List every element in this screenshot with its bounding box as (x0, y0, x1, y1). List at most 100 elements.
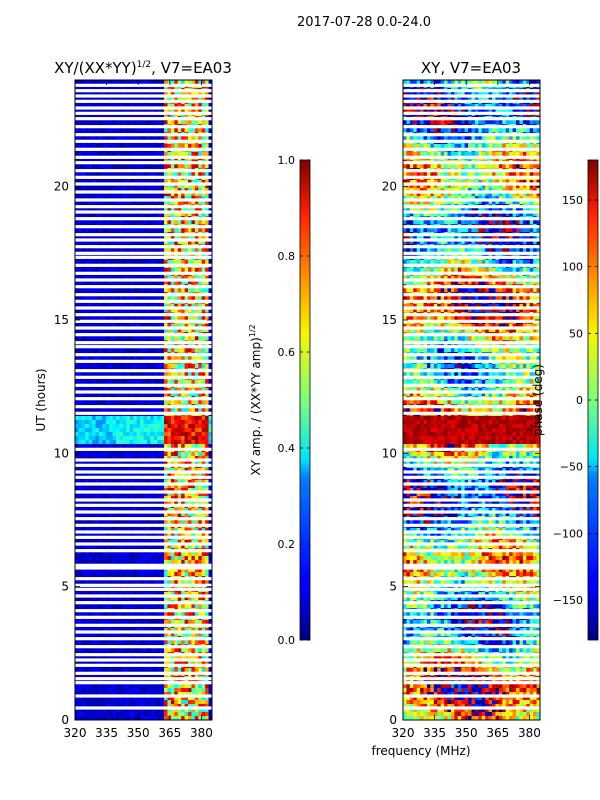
heatmap-cell (105, 436, 110, 441)
heatmap-cell (164, 432, 168, 437)
heatmap-cell (116, 456, 120, 461)
heatmap-cell (112, 528, 117, 533)
heatmap-cell (98, 356, 103, 361)
heatmap-cell (95, 308, 100, 313)
heatmap-cell (194, 480, 199, 485)
heatmap-cell (143, 364, 148, 369)
heatmap-cell (153, 428, 158, 433)
heatmap-cell (140, 304, 144, 309)
heatmap-cell (112, 452, 117, 457)
heatmap-cell (201, 556, 206, 561)
heatmap-cell (174, 324, 179, 329)
heatmap-cell (119, 108, 124, 113)
heatmap-cell (150, 164, 155, 169)
heatmap-cell (184, 436, 189, 441)
heatmap-cell (140, 432, 144, 437)
heatmap-cell (126, 488, 131, 493)
heatmap-cell (184, 268, 189, 273)
heatmap-cell (205, 468, 209, 473)
heatmap-cell (95, 552, 100, 557)
heatmap-cell (116, 532, 120, 537)
heatmap-cell (146, 192, 151, 197)
heatmap-cell (88, 276, 93, 281)
heatmap-cell (78, 400, 83, 405)
heatmap-cell (194, 544, 199, 549)
heatmap-cell (102, 508, 107, 513)
heatmap-cell (140, 108, 144, 113)
heatmap-cell (102, 380, 107, 385)
heatmap-cell (181, 544, 185, 549)
heatmap-cell (191, 316, 196, 321)
heatmap-cell (75, 520, 79, 525)
heatmap-cell (78, 568, 83, 573)
heatmap-cell (174, 192, 179, 197)
heatmap-cell (188, 348, 192, 353)
heatmap-cell (184, 460, 189, 465)
heatmap-cell (181, 212, 185, 217)
heatmap-cell (78, 348, 83, 353)
heatmap-cell (146, 544, 151, 549)
heatmap-cell (105, 472, 110, 477)
heatmap-cell (75, 336, 79, 341)
heatmap-cell (150, 280, 155, 285)
heatmap-cell (119, 208, 124, 213)
heatmap-cell (102, 212, 107, 217)
heatmap-cell (136, 500, 141, 505)
heatmap-cell (98, 380, 103, 385)
heatmap-cell (88, 212, 93, 217)
heatmap-cell (143, 388, 148, 393)
heatmap-cell (160, 484, 165, 489)
heatmap-cell (122, 92, 127, 97)
heatmap-cell (133, 128, 138, 133)
heatmap-cell (170, 380, 175, 385)
heatmap-cell (160, 500, 165, 505)
heatmap-cell (194, 416, 199, 421)
heatmap-cell (146, 208, 151, 213)
heatmap-cell (208, 172, 212, 177)
heatmap-cell (102, 248, 107, 253)
heatmap-cell (112, 388, 117, 393)
heatmap-cell (133, 420, 138, 425)
heatmap-cell (85, 556, 90, 561)
heatmap-cell (184, 276, 189, 281)
heatmap-cell (191, 164, 196, 169)
heatmap-cell (174, 500, 179, 505)
heatmap-cell (150, 528, 155, 533)
heatmap-cell (126, 92, 131, 97)
heatmap-cell (92, 560, 96, 565)
heatmap-cell (150, 444, 155, 449)
heatmap-cell (198, 484, 203, 489)
heatmap-cell (157, 468, 162, 473)
heatmap-cell (160, 184, 165, 189)
heatmap-cell (205, 508, 209, 513)
heatmap-cell (191, 364, 196, 369)
heatmap-cell (119, 164, 124, 169)
heatmap-cell (201, 528, 206, 533)
heatmap-cell (174, 228, 179, 233)
heatmap-cell (75, 488, 79, 493)
heatmap-cell (184, 556, 189, 561)
heatmap-cell (164, 512, 168, 517)
heatmap-cell (184, 372, 189, 377)
heatmap-cell (201, 104, 206, 109)
heatmap-cell (170, 208, 175, 213)
heatmap-cell (112, 492, 117, 497)
heatmap-cell (146, 288, 151, 293)
heatmap-cell (205, 268, 209, 273)
heatmap-cell (181, 80, 185, 85)
heatmap-cell (140, 336, 144, 341)
heatmap-cell (208, 408, 212, 413)
heatmap-cell (95, 480, 100, 485)
heatmap-cell (146, 488, 151, 493)
heatmap-cell (85, 512, 90, 517)
heatmap-cell (143, 468, 148, 473)
heatmap-cell (133, 380, 138, 385)
heatmap-cell (136, 316, 141, 321)
heatmap-cell (116, 540, 120, 545)
heatmap-cell (167, 208, 172, 213)
heatmap-cell (105, 400, 110, 405)
heatmap-cell (164, 276, 168, 281)
heatmap-cell (153, 128, 158, 133)
heatmap-cell (116, 484, 120, 489)
heatmap-cell (116, 508, 120, 513)
